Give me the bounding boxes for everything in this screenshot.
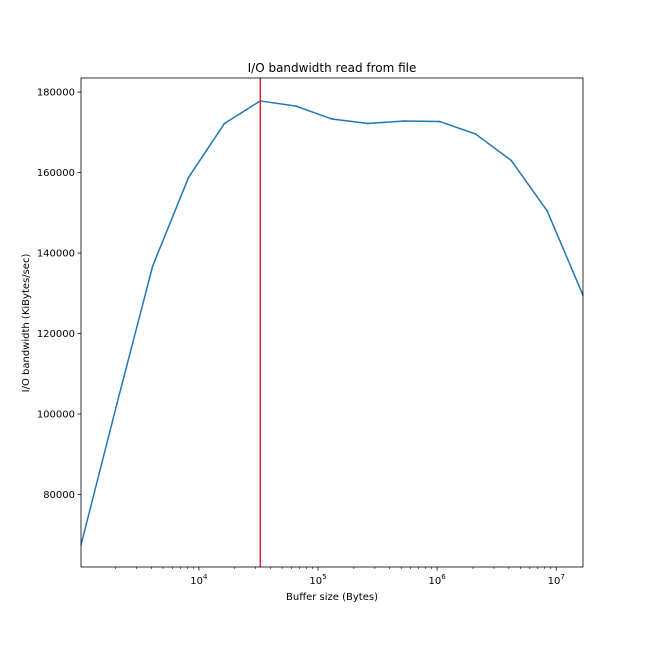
data-point — [223, 122, 226, 125]
chart-title: I/O bandwidth read from file — [248, 61, 417, 75]
data-point — [402, 120, 405, 122]
axes-frame — [80, 77, 584, 568]
y-tick-label: 160000 — [37, 168, 75, 179]
x-axis-label: Buffer size (Bytes) — [286, 592, 378, 603]
data-point — [151, 265, 154, 267]
data-point — [187, 176, 190, 179]
data-point — [295, 105, 298, 108]
y-tick-label: 80000 — [43, 490, 75, 501]
x-tick-label: 105 — [309, 573, 326, 587]
axes: 104 105 106 107 80000 100000 120000 140000 16000… — [37, 77, 584, 587]
data-point — [546, 209, 549, 212]
data-point — [510, 159, 513, 162]
y-tick-label: 100000 — [37, 410, 75, 421]
y-tick-label: 180000 — [37, 88, 75, 99]
y-tick-label: 120000 — [37, 329, 75, 340]
data-point — [331, 118, 333, 120]
x-tick-label: 104 — [190, 573, 208, 587]
data-point — [438, 120, 441, 123]
data-point — [366, 122, 369, 125]
y-axis-label: I/O bandwidth (KiBytes/sec) — [21, 254, 32, 393]
x-tick-label: 107 — [548, 573, 565, 587]
data-point — [115, 403, 118, 405]
data-point — [474, 133, 477, 135]
x-tick-label: 106 — [429, 573, 447, 587]
plot-area — [81, 78, 583, 567]
y-tick-label: 140000 — [37, 249, 75, 260]
